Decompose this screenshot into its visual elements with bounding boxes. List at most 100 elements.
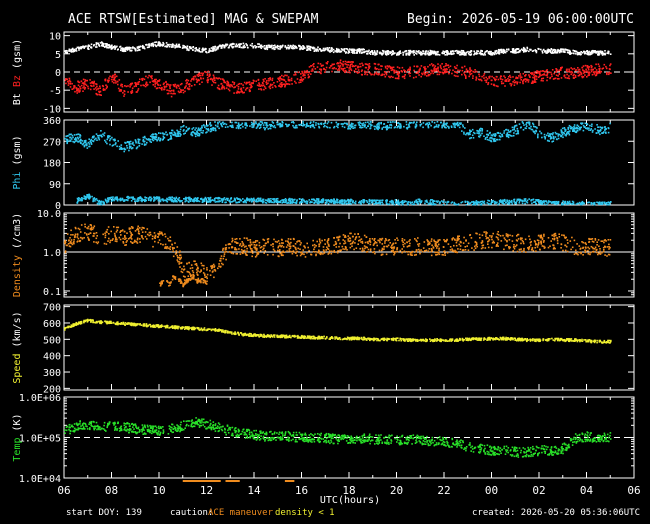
phi-point [82, 140, 84, 142]
phi-point [342, 203, 344, 205]
mag-point [439, 74, 441, 76]
mag-point [446, 65, 448, 67]
phi-point [486, 136, 488, 138]
mag-point [536, 78, 538, 80]
mag-point [533, 50, 535, 52]
mag-point [320, 70, 322, 72]
mag-point [573, 53, 575, 55]
phi-point [473, 137, 475, 139]
phi-point [97, 200, 99, 202]
phi-point [154, 138, 156, 140]
phi-point [165, 131, 167, 133]
phi-point [480, 135, 482, 137]
phi-point [438, 124, 440, 126]
mag-point [308, 74, 310, 76]
mag-point [166, 42, 168, 44]
mag-point [272, 84, 274, 86]
phi-point [252, 124, 254, 126]
phi-point [388, 127, 390, 129]
mag-point [396, 70, 398, 72]
mag-point [374, 50, 376, 52]
mag-point [427, 51, 429, 53]
mag-point [199, 73, 201, 75]
phi-point [265, 202, 267, 204]
mag-point [409, 67, 411, 69]
phi-point [156, 136, 158, 138]
mag-point [111, 46, 113, 48]
phi-point [149, 197, 151, 199]
mag-point [240, 88, 242, 90]
mag-point [604, 64, 606, 66]
phi-point [221, 198, 223, 200]
mag-point [387, 68, 389, 70]
mag-point [127, 85, 129, 87]
phi-point [254, 199, 256, 201]
phi-point [179, 131, 181, 133]
mag-point [78, 47, 80, 49]
phi-point [152, 140, 154, 142]
mag-point [307, 72, 309, 74]
phi-point [596, 132, 598, 134]
mag-point [504, 50, 506, 52]
phi-point [245, 202, 247, 204]
mag-point [170, 93, 172, 95]
phi-point [113, 144, 115, 146]
mag-point [280, 86, 282, 88]
mag-point [159, 79, 161, 81]
phi-point [328, 199, 330, 201]
phi-point [207, 125, 209, 127]
mag-point [199, 48, 201, 50]
mag-point [312, 68, 314, 70]
mag-point [501, 83, 503, 85]
phi-point [254, 123, 256, 125]
phi-point [179, 197, 181, 199]
mag-point [152, 80, 154, 82]
mag-point [526, 47, 528, 49]
mag-point [164, 88, 166, 90]
mag-point [352, 66, 354, 68]
mag-point [91, 44, 93, 46]
mag-point [584, 53, 586, 55]
phi-point [258, 198, 260, 200]
mag-point [259, 84, 261, 86]
mag-point [374, 52, 376, 54]
mag-point [214, 78, 216, 80]
mag-point [220, 45, 222, 47]
phi-point [79, 140, 81, 142]
mag-point [69, 78, 71, 80]
phi-point [562, 200, 564, 202]
phi-point [169, 133, 171, 135]
phi-point [500, 133, 502, 135]
mag-point [85, 45, 87, 47]
phi-point [80, 142, 82, 144]
mag-ytick-label: 10 [49, 32, 61, 43]
mag-point [563, 49, 565, 51]
mag-point [531, 82, 533, 84]
phi-point [425, 124, 427, 126]
mag-point [65, 80, 67, 82]
phi-point [474, 133, 476, 135]
mag-point [595, 64, 597, 66]
mag-point [214, 50, 216, 52]
mag-point [323, 48, 325, 50]
phi-point [333, 201, 335, 203]
mag-point [205, 72, 207, 74]
mag-point [367, 71, 369, 73]
mag-point [151, 43, 153, 45]
mag-point [178, 91, 180, 93]
mag-point [283, 79, 285, 81]
mag-point [505, 52, 507, 54]
phi-point [259, 199, 261, 201]
phi-point [587, 202, 589, 204]
mag-point [452, 53, 454, 55]
phi-point [573, 127, 575, 129]
mag-point [427, 66, 429, 68]
mag-point [162, 45, 164, 47]
mag-point [218, 88, 220, 90]
mag-point [452, 51, 454, 53]
mag-point [347, 64, 349, 66]
mag-point [157, 44, 159, 46]
mag-point [268, 80, 270, 82]
phi-point [222, 201, 224, 203]
mag-point [574, 68, 576, 70]
